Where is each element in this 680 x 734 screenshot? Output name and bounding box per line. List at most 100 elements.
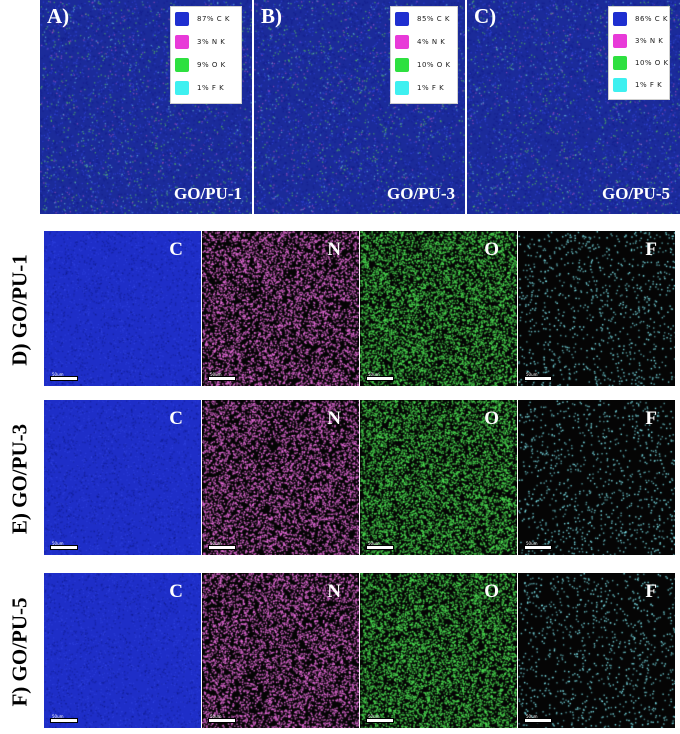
overlay-panel-b: B) 85% C K 4% N K 10% O K 1% F K GO/PU-3 bbox=[254, 0, 465, 214]
legend-text: 86% C K bbox=[635, 15, 668, 23]
scale-bar-label: 50um bbox=[368, 714, 380, 719]
scale-bar-label: 50um bbox=[526, 372, 538, 377]
scale-bar-label: 50um bbox=[210, 541, 222, 546]
element-map-image bbox=[360, 400, 517, 555]
overlay-panel-a: A) 87% C K 3% N K 9% O K 1% F K GO/PU-1 bbox=[40, 0, 252, 214]
panel-letter: A) bbox=[47, 4, 70, 28]
element-legend: 85% C K 4% N K 10% O K 1% F K bbox=[390, 6, 458, 104]
scale-bar bbox=[366, 545, 394, 550]
legend-swatch bbox=[613, 78, 627, 92]
legend-text: 10% O K bbox=[417, 61, 451, 69]
legend-swatch bbox=[175, 12, 189, 26]
legend-text: 1% F K bbox=[635, 81, 663, 89]
element-letter: F bbox=[645, 581, 657, 602]
row-label-text: D) GO/PU-1 bbox=[7, 253, 32, 366]
element-letter: C bbox=[169, 408, 183, 429]
scale-bar bbox=[524, 545, 552, 550]
element-letter: C bbox=[169, 239, 183, 260]
map-tile-f: F 50um bbox=[518, 231, 675, 386]
scale-bar-label: 50um bbox=[210, 372, 222, 377]
scale-bar bbox=[208, 718, 236, 723]
legend-text: 9% O K bbox=[197, 61, 226, 69]
scale-bar-label: 50um bbox=[52, 714, 64, 719]
map-tile-c: C 50um bbox=[44, 231, 201, 386]
row-label-text: E) GO/PU-3 bbox=[7, 423, 32, 534]
map-tile-o: O 50um bbox=[360, 400, 517, 555]
element-letter: F bbox=[645, 239, 657, 260]
element-map-image bbox=[202, 231, 359, 386]
legend-swatch bbox=[613, 56, 627, 70]
element-letter: O bbox=[484, 581, 499, 602]
legend-swatch bbox=[175, 35, 189, 49]
legend-swatch bbox=[613, 12, 627, 26]
legend-swatch bbox=[395, 58, 409, 72]
row-label-d: D) GO/PU-1 bbox=[0, 231, 40, 388]
map-tile-o: O 50um bbox=[360, 573, 517, 728]
scale-bar bbox=[366, 718, 394, 723]
row-label-f: F) GO/PU-5 bbox=[0, 573, 40, 730]
panel-letter: C) bbox=[474, 4, 497, 28]
element-letter: F bbox=[645, 408, 657, 429]
element-letter: C bbox=[169, 581, 183, 602]
scale-bar-label: 50um bbox=[526, 541, 538, 546]
element-map-image bbox=[44, 231, 201, 386]
map-tile-o: O 50um bbox=[360, 231, 517, 386]
panel-letter: B) bbox=[261, 4, 282, 28]
sample-name: GO/PU-1 bbox=[174, 184, 242, 203]
scale-bar bbox=[366, 376, 394, 381]
map-tile-n: N 50um bbox=[202, 573, 359, 728]
map-tile-f: F 50um bbox=[518, 400, 675, 555]
legend-text: 87% C K bbox=[197, 15, 230, 23]
sample-name: GO/PU-5 bbox=[602, 184, 670, 203]
legend-swatch bbox=[395, 12, 409, 26]
element-letter: O bbox=[484, 408, 499, 429]
element-map-image bbox=[44, 400, 201, 555]
element-legend: 86% C K 3% N K 10% O K 1% F K bbox=[608, 6, 670, 100]
element-map-image bbox=[518, 400, 675, 555]
map-tile-n: N 50um bbox=[202, 400, 359, 555]
scale-bar bbox=[524, 376, 552, 381]
scale-bar-label: 50um bbox=[52, 541, 64, 546]
scale-bar bbox=[50, 376, 78, 381]
overlay-panel-c: C) 86% C K 3% N K 10% O K 1% F K GO/PU-5 bbox=[467, 0, 680, 214]
element-map-image bbox=[360, 231, 517, 386]
element-letter: N bbox=[327, 581, 341, 602]
legend-text: 3% N K bbox=[197, 38, 226, 46]
map-tile-c: C 50um bbox=[44, 400, 201, 555]
scale-bar bbox=[524, 718, 552, 723]
scale-bar-label: 50um bbox=[368, 541, 380, 546]
element-map-image bbox=[518, 573, 675, 728]
map-tile-c: C 50um bbox=[44, 573, 201, 728]
legend-swatch bbox=[175, 81, 189, 95]
element-letter: N bbox=[327, 239, 341, 260]
legend-swatch bbox=[613, 34, 627, 48]
scale-bar-label: 50um bbox=[210, 714, 222, 719]
legend-swatch bbox=[175, 58, 189, 72]
legend-text: 85% C K bbox=[417, 15, 450, 23]
scale-bar bbox=[50, 718, 78, 723]
map-tile-n: N 50um bbox=[202, 231, 359, 386]
legend-text: 4% N K bbox=[417, 38, 446, 46]
element-map-image bbox=[518, 231, 675, 386]
legend-text: 1% F K bbox=[197, 84, 225, 92]
element-map-image bbox=[44, 573, 201, 728]
legend-text: 3% N K bbox=[635, 37, 664, 45]
element-map-image bbox=[202, 573, 359, 728]
sample-name: GO/PU-3 bbox=[387, 184, 455, 203]
scale-bar-label: 50um bbox=[368, 372, 380, 377]
element-letter: O bbox=[484, 239, 499, 260]
scale-bar bbox=[208, 545, 236, 550]
element-letter: N bbox=[327, 408, 341, 429]
legend-swatch bbox=[395, 35, 409, 49]
legend-text: 1% F K bbox=[417, 84, 445, 92]
legend-swatch bbox=[395, 81, 409, 95]
legend-text: 10% O K bbox=[635, 59, 669, 67]
element-map-image bbox=[202, 400, 359, 555]
scale-bar bbox=[208, 376, 236, 381]
scale-bar-label: 50um bbox=[52, 372, 64, 377]
scale-bar-label: 50um bbox=[526, 714, 538, 719]
element-legend: 87% C K 3% N K 9% O K 1% F K bbox=[170, 6, 242, 104]
row-label-e: E) GO/PU-3 bbox=[0, 400, 40, 557]
element-map-image bbox=[360, 573, 517, 728]
scale-bar bbox=[50, 545, 78, 550]
